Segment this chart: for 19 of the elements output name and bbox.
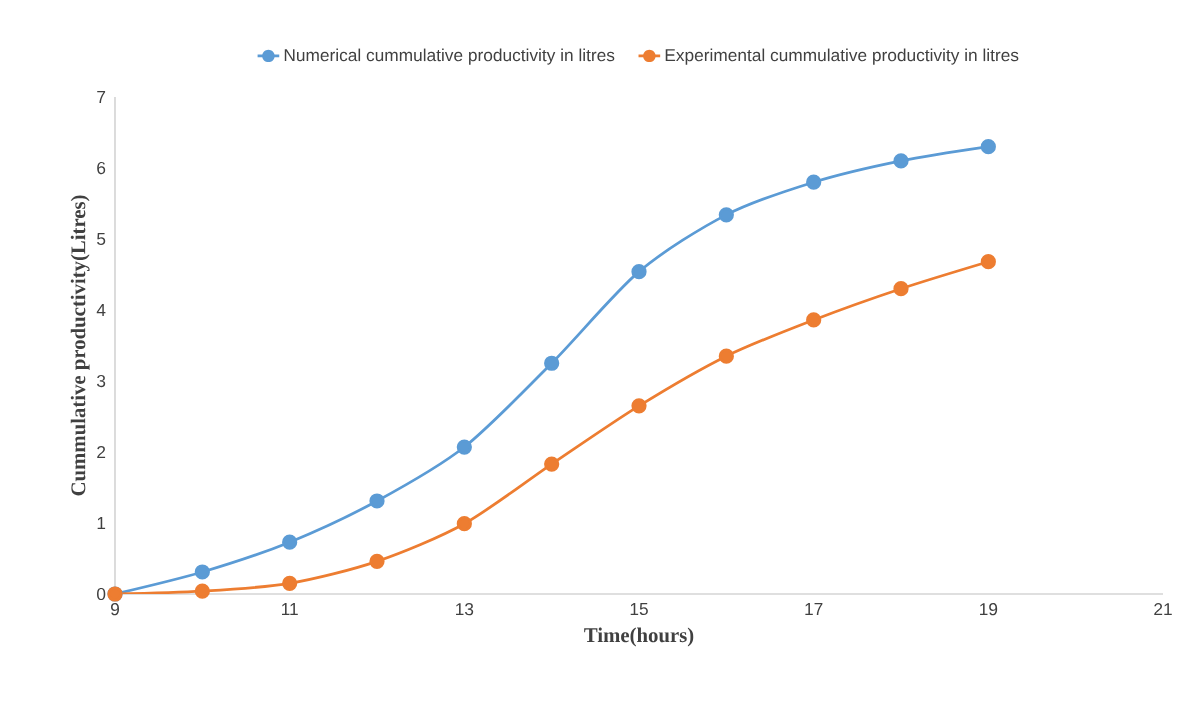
legend-label: Numerical cummulative productivity in litres bbox=[284, 48, 615, 65]
x-tick-label: 21 bbox=[1154, 603, 1172, 616]
x-tick-label: 13 bbox=[456, 603, 474, 616]
y-tick-label: 4 bbox=[96, 304, 106, 316]
y-tick-label: 5 bbox=[97, 232, 106, 246]
y-tick-label: 0 bbox=[97, 587, 106, 601]
x-tick-label: 15 bbox=[630, 603, 648, 616]
x-tick-label: 11 bbox=[282, 603, 298, 615]
x-tick-label: 19 bbox=[980, 603, 998, 616]
x-axis-title: Time(hours) bbox=[584, 627, 694, 647]
y-tick-label: 6 bbox=[97, 161, 106, 175]
y-tick-label: 2 bbox=[97, 445, 106, 459]
x-tick-label: 9 bbox=[110, 603, 119, 616]
y-tick-label: 3 bbox=[96, 374, 106, 388]
y-tick-label: 1 bbox=[97, 517, 106, 529]
x-tick-label: 17 bbox=[805, 603, 823, 615]
y-axis-title: Cummulative productivity(Litres) bbox=[70, 195, 90, 496]
y-tick-label: 7 bbox=[97, 91, 106, 103]
legend-label: Experimental cummulative productivity in litres bbox=[665, 48, 1019, 65]
